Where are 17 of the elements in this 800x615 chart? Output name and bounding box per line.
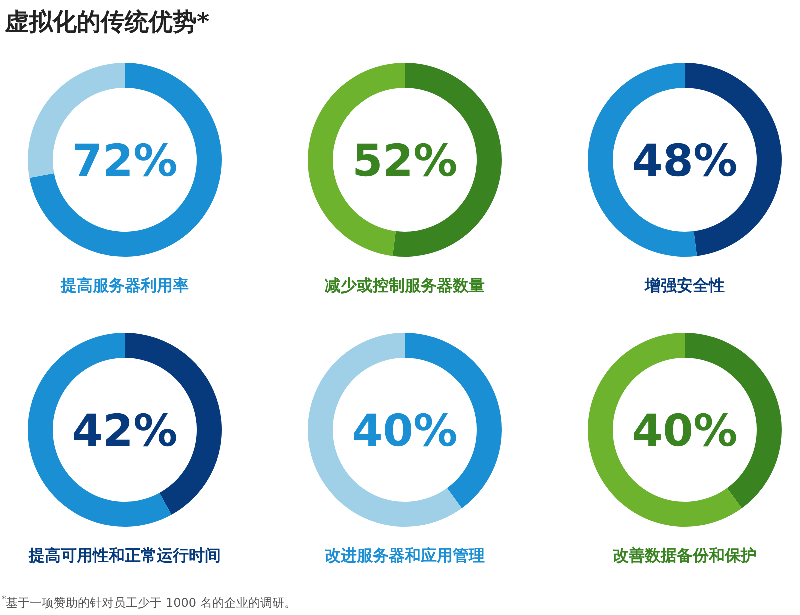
text: $^{*}$基于一项赞助的针对员工少于 1000 名的企业的调研。: [2, 594, 296, 610]
text: 40%: [352, 406, 458, 457]
text: 改善数据备份和保护: [613, 546, 757, 565]
text: 72%: [72, 136, 178, 187]
text: 42%: [72, 406, 178, 457]
text: 提高可用性和正常运行时间: [28, 546, 221, 565]
text: 提高服务器利用率: [60, 276, 189, 295]
text: 48%: [632, 136, 738, 187]
donut-slice: [30, 63, 222, 257]
donut-slice: [588, 333, 742, 527]
donut-slice: [308, 333, 462, 527]
text: 增强安全性: [644, 276, 725, 295]
chart-title: 虚拟化的传统优势*: [4, 8, 210, 36]
text: 改进服务器和应用管理: [325, 546, 485, 565]
text: 52%: [352, 136, 458, 187]
text: 40%: [632, 406, 738, 457]
text: 减少或控制服务器数量: [325, 276, 485, 295]
